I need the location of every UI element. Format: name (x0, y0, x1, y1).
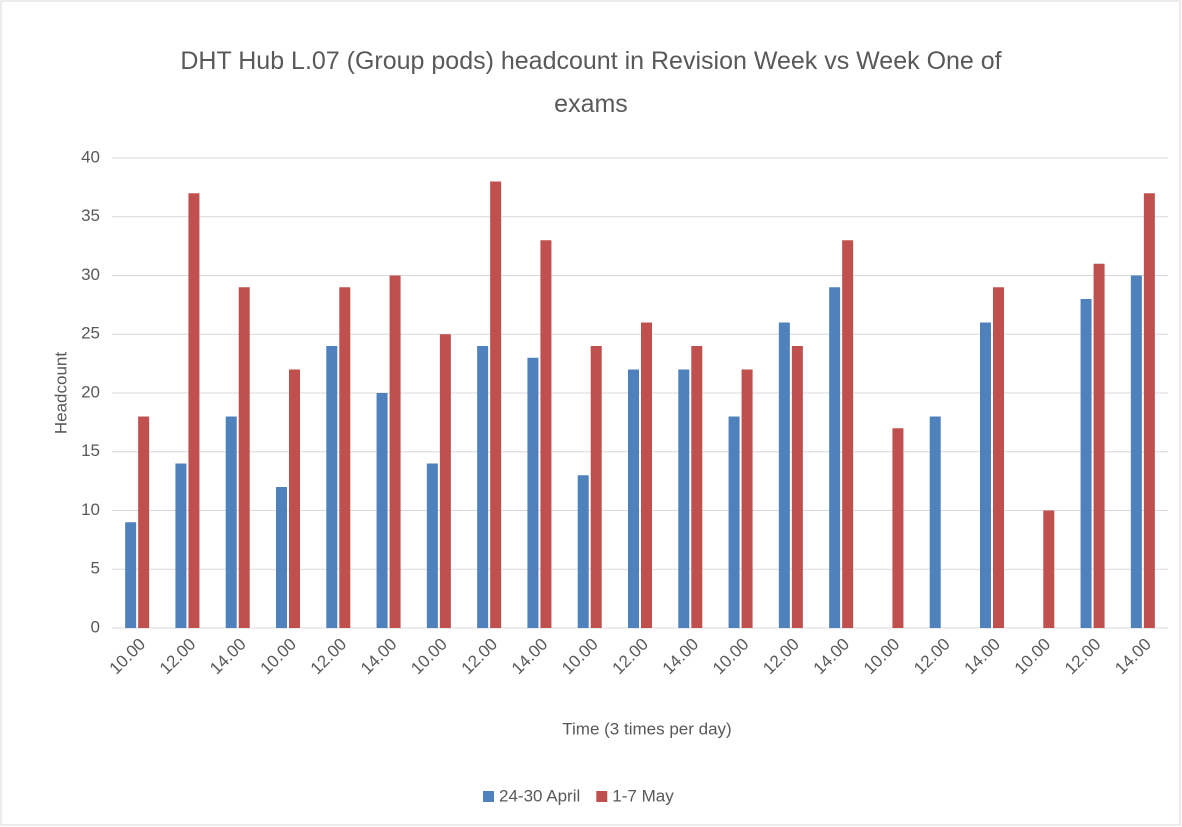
bar (138, 416, 150, 628)
bar (326, 346, 338, 628)
x-tick-label: 14.00 (206, 635, 250, 679)
bar (540, 240, 552, 628)
bar (527, 357, 539, 628)
y-tick-label: 10 (81, 500, 100, 519)
bar (778, 322, 790, 628)
x-tick-label: 14.00 (960, 635, 1004, 679)
bar (577, 475, 589, 628)
y-tick-label: 30 (81, 265, 100, 284)
y-tick-label: 15 (81, 441, 100, 460)
y-tick-label: 5 (91, 559, 100, 578)
y-tick-label: 0 (91, 617, 100, 636)
y-tick-label: 25 (81, 324, 100, 343)
bar (1043, 510, 1055, 628)
bar (641, 322, 652, 628)
y-axis-label: Headcount (51, 352, 70, 435)
legend-label: 24-30 April (499, 786, 580, 805)
bar (339, 287, 351, 628)
bar (175, 463, 187, 628)
bar (125, 522, 137, 628)
bar (1093, 263, 1105, 628)
x-tick-label: 12.00 (458, 635, 502, 679)
x-tick-label: 14.00 (659, 635, 703, 679)
bar (980, 322, 991, 628)
bar (225, 416, 237, 628)
x-tick-label: 12.00 (307, 635, 351, 679)
x-tick-label: 14.00 (1111, 635, 1155, 679)
legend-label: 1-7 May (612, 786, 674, 805)
bar (691, 346, 703, 628)
bar (426, 463, 438, 628)
bar (1130, 275, 1142, 628)
bar (929, 416, 941, 628)
bar (892, 428, 904, 628)
y-tick-label: 40 (81, 147, 100, 166)
x-tick-label: 12.00 (759, 635, 803, 679)
x-tick-label: 14.00 (810, 635, 854, 679)
bar (439, 334, 451, 628)
y-tick-label: 20 (81, 382, 100, 401)
y-tick-label: 35 (81, 206, 100, 225)
bar (678, 369, 690, 628)
bar (376, 393, 388, 628)
bar (1080, 299, 1092, 628)
chart-title: DHT Hub L.07 (Group pods) headcount in R… (180, 47, 1002, 118)
x-tick-label: 12.00 (156, 635, 200, 679)
x-tick-label: 14.00 (508, 635, 552, 679)
legend-swatch (596, 791, 608, 802)
x-tick-label: 10.00 (1011, 635, 1055, 679)
x-tick-label: 12.00 (910, 635, 954, 679)
bar (289, 369, 300, 628)
bar (728, 416, 740, 628)
bar (389, 275, 401, 628)
x-tick-label: 12.00 (1061, 635, 1105, 679)
x-tick-label: 10.00 (106, 635, 150, 679)
bar (829, 287, 841, 628)
x-axis-label: Time (3 times per day) (562, 719, 731, 738)
x-tick-label: 10.00 (558, 635, 602, 679)
bar (1143, 193, 1155, 628)
x-tick-label: 14.00 (357, 635, 401, 679)
x-tick-label: 10.00 (256, 635, 300, 679)
bar (842, 240, 854, 628)
x-tick-label: 10.00 (709, 635, 753, 679)
bar (490, 181, 502, 628)
bar (628, 369, 639, 628)
bar (741, 369, 753, 628)
bar (791, 346, 803, 628)
bar (238, 287, 250, 628)
bar (993, 287, 1004, 628)
x-tick-label: 10.00 (407, 635, 451, 679)
bar (477, 346, 489, 628)
x-tick-label: 12.00 (608, 635, 652, 679)
bar (590, 346, 602, 628)
x-tick-label: 10.00 (860, 635, 904, 679)
bar (276, 487, 287, 628)
bar (188, 193, 200, 628)
legend-swatch (483, 791, 494, 802)
